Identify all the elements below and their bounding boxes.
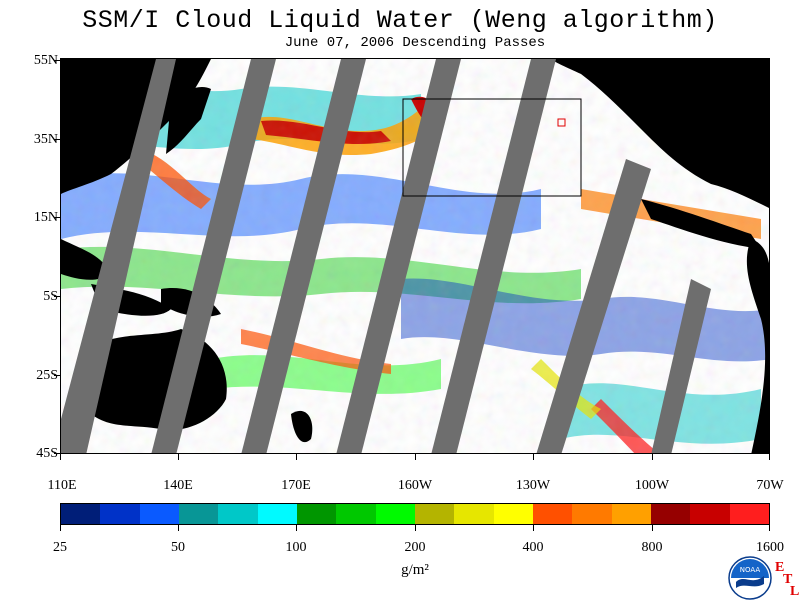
lon-label-100w: 100W (634, 478, 670, 493)
swath-gap-7 (651, 279, 711, 453)
central-america (641, 199, 761, 249)
colorbar-tick (60, 525, 61, 531)
lat-label-35n: 35N (33, 132, 58, 147)
swath-gap-1 (61, 59, 176, 453)
etl-letter-t: T (783, 572, 793, 587)
colorbar-label-400: 400 (522, 540, 544, 555)
etl-letter-e: E (775, 560, 785, 575)
lat-label-15n: 15N (33, 210, 58, 225)
swath-gap-3 (241, 59, 366, 453)
colorbar-label-50: 50 (171, 540, 185, 555)
colorbar-label-800: 800 (641, 540, 663, 555)
lat-label-55n: 55N (33, 53, 58, 68)
lon-tick (415, 454, 416, 460)
philippines-region (61, 239, 111, 280)
colorbar-swatch (611, 504, 651, 524)
swath-gap-5 (431, 59, 556, 453)
colorbar-swatch (454, 504, 494, 524)
lat-tick (54, 60, 60, 61)
noaa-logo: NOAA (728, 556, 772, 600)
colorbar-tick (296, 525, 297, 531)
lon-label-110e: 110E (47, 478, 77, 493)
lat-tick (54, 217, 60, 218)
lon-tick (769, 454, 770, 460)
lon-tick (296, 454, 297, 460)
chart-subtitle: June 07, 2006 Descending Passes (284, 35, 546, 51)
colorbar-swatch (650, 504, 691, 524)
colorbar-tick (178, 525, 179, 531)
colorbar-label-1600: 1600 (756, 540, 784, 555)
lat-tick (54, 375, 60, 376)
swath-gaps (61, 59, 711, 453)
lat-tick (54, 453, 60, 454)
colorbar-swatch (178, 504, 219, 524)
colorbar (60, 503, 770, 525)
south-america (746, 239, 769, 453)
lon-tick (652, 454, 653, 460)
lon-label-140e: 140E (163, 478, 193, 493)
lon-tick (533, 454, 534, 460)
colorbar-swatch (375, 504, 415, 524)
colorbar-swatch (572, 504, 612, 524)
colorbar-swatch (532, 504, 573, 524)
asia-landmass (61, 59, 211, 194)
region-box (402, 98, 582, 197)
swath-gap-6 (536, 159, 651, 453)
colorbar-swatch (139, 504, 179, 524)
colorbar-swatch (296, 504, 337, 524)
map-panel (60, 58, 770, 454)
colorbar-label-25: 25 (53, 540, 67, 555)
etl-letter-l: L (790, 584, 800, 599)
noaa-logo-text: NOAA (740, 566, 761, 574)
north-america (551, 59, 769, 209)
colorbar-swatch (61, 504, 101, 524)
colorbar-label-200: 200 (404, 540, 426, 555)
colorbar-swatch (218, 504, 258, 524)
colorbar-swatch (493, 504, 533, 524)
lon-label-170e: 170E (281, 478, 311, 493)
colorbar-tick (769, 525, 770, 531)
red-marker (557, 118, 566, 127)
colorbar-swatch (690, 504, 730, 524)
lat-label-45s: 45S (36, 446, 58, 461)
lon-tick (60, 454, 61, 460)
new-zealand (291, 410, 313, 443)
lat-tick (54, 139, 60, 140)
colorbar-units: g/m² (401, 562, 429, 578)
lon-label-70w: 70W (756, 478, 784, 493)
lon-label-160w: 160W (397, 478, 433, 493)
lon-tick (178, 454, 179, 460)
colorbar-swatch (729, 504, 769, 524)
colorbar-swatch (414, 504, 455, 524)
lat-tick (54, 296, 60, 297)
lon-label-130w: 130W (515, 478, 551, 493)
swath-gap-2 (151, 59, 276, 453)
colorbar-swatch (336, 504, 376, 524)
colorbar-swatch (100, 504, 140, 524)
colorbar-label-100: 100 (285, 540, 307, 555)
colorbar-swatch (257, 504, 297, 524)
lat-label-5s: 5S (43, 289, 58, 304)
colorbar-tick (533, 525, 534, 531)
chart-title: SSM/I Cloud Liquid Water (Weng algorithm… (82, 6, 718, 35)
lat-label-25s: 25S (36, 368, 58, 383)
swath-gap-4 (336, 59, 461, 453)
japan (166, 87, 211, 154)
map-svg (61, 59, 769, 453)
colorbar-tick (415, 525, 416, 531)
colorbar-tick (652, 525, 653, 531)
